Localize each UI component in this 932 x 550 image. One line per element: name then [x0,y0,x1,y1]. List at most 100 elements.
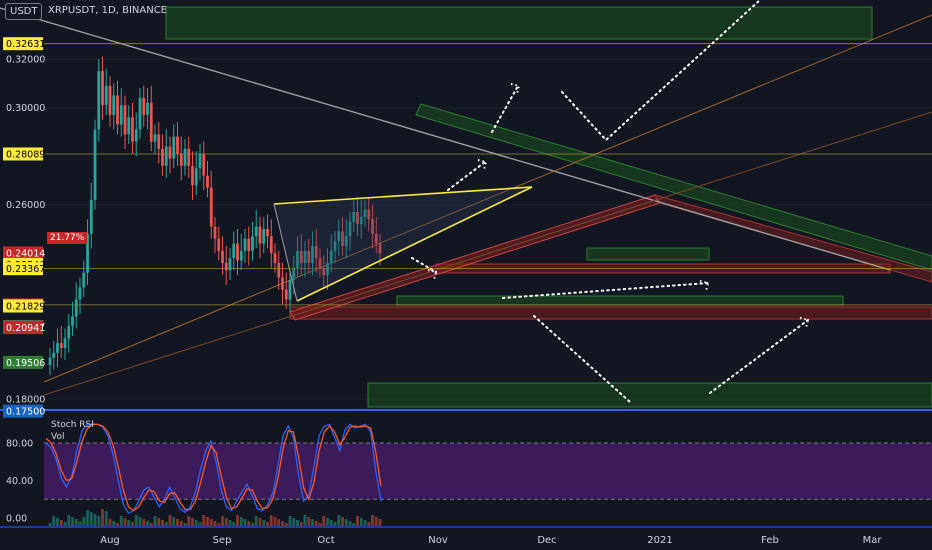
candle-body [119,105,123,125]
volume-bar [149,523,153,526]
volume-bar [52,516,56,526]
candle-body [78,287,82,300]
volume-bar [269,515,273,526]
volume-bar [228,520,232,526]
grid-lines [0,58,932,528]
candle-body [344,236,348,246]
volume-bar [78,521,82,526]
volume-bar [74,519,78,526]
currency-badge[interactable]: USDT [5,3,43,20]
volume-bar [164,522,168,526]
volume-bar [348,521,352,526]
candle-body [221,250,224,263]
price-level-label: 0.19506 [6,358,45,369]
triangle-pattern [273,186,533,302]
candle-body [172,136,176,159]
candle-body [138,97,142,130]
trend-lines [0,7,932,396]
volume-bar [89,512,93,526]
triangle-upper-line [273,186,533,205]
volume-bar [247,521,251,526]
candle-body [161,148,164,166]
arrow-head [699,280,710,292]
candle-body [251,236,254,251]
candle-body [378,243,382,254]
candle-body [359,216,363,225]
price-level-label: 0.23367 [6,264,45,275]
price-tick-label: 0.18000 [6,395,45,406]
time-tick-label: Oct [317,535,334,546]
volume-bar [82,517,86,526]
candle-body [288,280,292,300]
red-channel [653,194,932,283]
volume-bar [131,522,134,526]
volume-bar [329,520,333,526]
candle-body [296,250,299,268]
volume-bar [93,514,97,526]
support-trendline [43,111,932,396]
volume-bar [262,520,266,526]
price-tick-label: 0.26000 [6,200,45,211]
candle-body [228,258,232,271]
volume-bar [284,523,288,526]
stoch-d-line [45,423,382,512]
volume-bar [112,521,116,526]
arrow-head [477,159,488,171]
stoch-rsi-panel [44,423,932,515]
candle-body [356,212,359,225]
candle-body [74,299,78,317]
volume-bar [326,518,329,526]
projection-path [491,85,519,133]
price-level-label: 0.28089 [6,149,45,160]
price-level-label: 0.24014 [6,248,45,259]
green-zone [586,247,710,261]
candle-body [363,209,367,217]
candle-body [273,253,277,263]
price-level-badge [3,147,43,161]
change-percent-badge: 21.77% [47,232,88,244]
candle-body [108,85,112,115]
projection-arrows [411,0,810,403]
time-tick-label: Dec [537,535,556,546]
price-level-label: 0.17500 [6,407,45,418]
candle-body [146,102,149,115]
volume-bar [322,516,326,526]
volume-bar [71,517,74,526]
price-axis: 0.32000 0.30000 0.26000 0.18000 0.32631 0.280… [3,37,45,525]
volume-bar [273,517,277,526]
volume-bar [311,519,314,526]
candle-body [311,246,314,263]
volume-bar [314,521,318,526]
candle-body [116,95,119,125]
candle-body [153,134,157,142]
candle-body [367,209,371,220]
time-tick-label: Aug [100,535,120,546]
stoch-tick-label: 80.00 [6,439,33,450]
arrow-head [427,269,438,281]
time-tick-label: Mar [863,535,883,546]
volume-bar [258,518,262,526]
candle-body [322,267,326,276]
green-zone [367,382,932,408]
candle-body [82,272,86,288]
volume-bar [371,515,374,526]
price-level-badge [3,37,43,51]
price-level-label: 0.21829 [6,302,45,313]
volume-bar [374,517,378,526]
projection-path [561,0,761,142]
time-axis: Aug Sep Oct Nov Dec 2021 Feb Mar [100,535,882,546]
time-tick-label: Feb [761,535,779,546]
volume-bar [292,518,296,526]
candle-body [352,212,356,222]
candle-body [284,289,288,300]
candle-body [202,153,206,176]
volume-bar [142,519,146,526]
candle-body [164,146,168,166]
candle-body [101,71,104,106]
candle-body [258,226,262,244]
volume-bar [146,521,149,526]
candle-body [314,246,318,259]
price-level-badge [3,299,43,313]
candle-body [168,146,172,159]
